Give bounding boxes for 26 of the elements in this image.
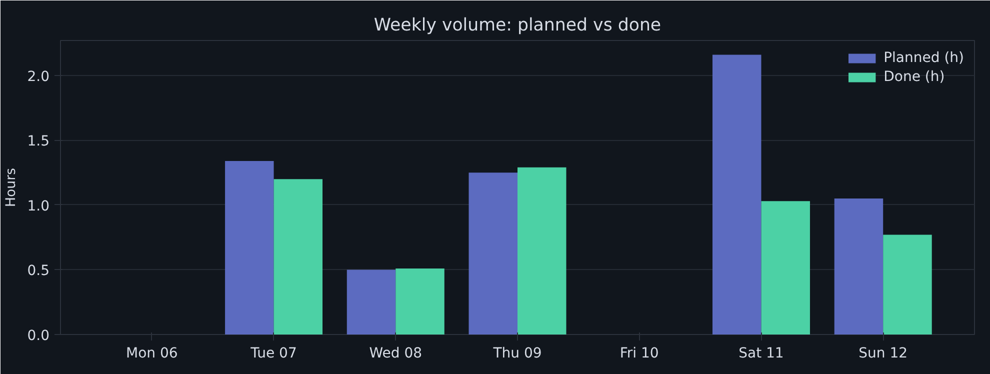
bar xyxy=(274,179,323,334)
bar xyxy=(883,234,932,334)
bar xyxy=(468,172,518,334)
x-tick-label: Wed 08 xyxy=(369,346,422,362)
legend-label: Planned (h) xyxy=(884,50,964,66)
bar xyxy=(712,54,762,334)
y-tick-label: 0.5 xyxy=(27,263,50,280)
bar xyxy=(225,160,274,334)
y-tick-label: 0.0 xyxy=(27,328,50,344)
bar xyxy=(834,198,884,334)
y-tick-label: 1.5 xyxy=(27,134,50,150)
x-tick-label: Fri 10 xyxy=(620,346,659,362)
x-tick-label: Sun 12 xyxy=(858,346,908,362)
y-tick-label: 1.0 xyxy=(27,198,50,214)
chart-title: Weekly volume: planned vs done xyxy=(374,16,662,36)
bar xyxy=(346,270,396,334)
y-axis-title: Hours xyxy=(4,168,20,208)
x-tick-label: Sat 11 xyxy=(738,346,784,362)
x-tick-label: Mon 06 xyxy=(126,346,178,362)
bar xyxy=(518,167,566,334)
bar xyxy=(396,268,444,334)
x-tick-label: Tue 07 xyxy=(250,346,297,362)
bar xyxy=(761,201,810,334)
x-tick-label: Thu 09 xyxy=(492,346,542,362)
legend-label: Done (h) xyxy=(884,69,945,85)
y-tick-label: 2.0 xyxy=(27,68,50,85)
